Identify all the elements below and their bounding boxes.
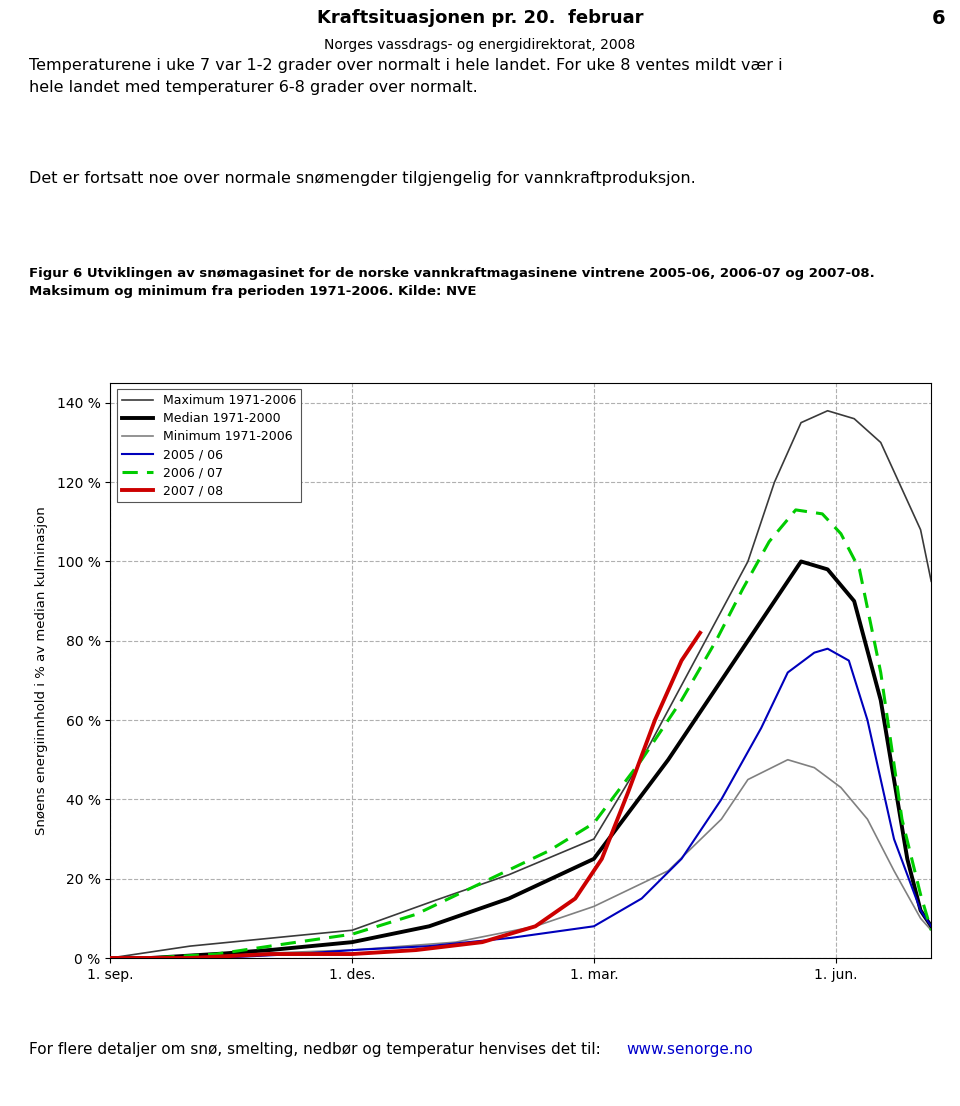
Text: Norges vassdrags- og energidirektorat, 2008: Norges vassdrags- og energidirektorat, 2… [324,38,636,52]
Text: Det er fortsatt noe over normale snømengder tilgjengelig for vannkraftproduksjon: Det er fortsatt noe over normale snømeng… [29,171,696,186]
Text: Kraftsituasjonen pr. 20.  februar: Kraftsituasjonen pr. 20. februar [317,9,643,27]
Text: Temperaturene i uke 7 var 1-2 grader over normalt i hele landet. For uke 8 vente: Temperaturene i uke 7 var 1-2 grader ove… [29,58,782,95]
Text: Figur 6 Utviklingen av snømagasinet for de norske vannkraftmagasinene vintrene 2: Figur 6 Utviklingen av snømagasinet for … [29,267,875,298]
Legend: Maximum 1971-2006, Median 1971-2000, Minimum 1971-2006, 2005 / 06, 2006 / 07, 20: Maximum 1971-2006, Median 1971-2000, Min… [117,389,301,502]
Text: www.senorge.no: www.senorge.no [626,1042,753,1057]
Y-axis label: Snøens energiinnhold i % av median kulminasjon: Snøens energiinnhold i % av median kulmi… [36,507,48,835]
Text: 6: 6 [932,9,946,28]
Text: For flere detaljer om snø, smelting, nedbør og temperatur henvises det til:: For flere detaljer om snø, smelting, ned… [29,1042,606,1057]
